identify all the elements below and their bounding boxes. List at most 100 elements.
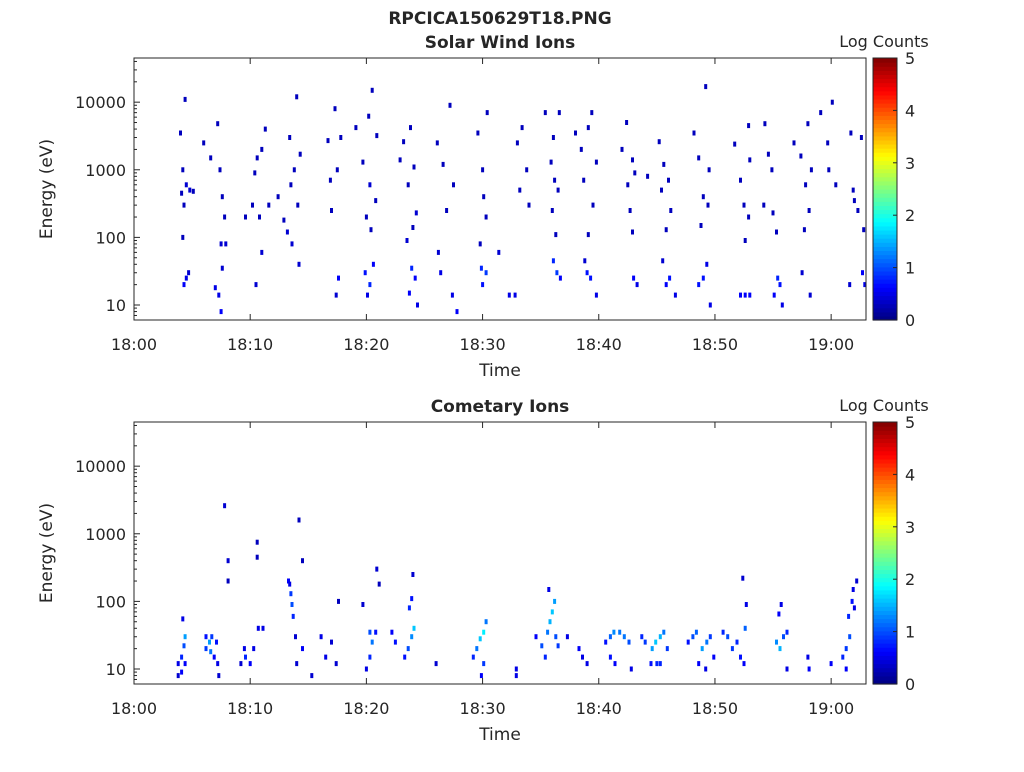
colorbar-segment [873,671,897,677]
colorbar-segment [873,180,897,186]
spectrogram-cell [701,194,705,200]
spectrogram-cell [180,190,184,196]
spectrogram-cell [658,661,662,667]
spectrogram-cell [410,634,414,640]
colorbar-segment [873,442,897,448]
colorbar-segment [873,262,897,268]
colorbar-segment [873,123,897,129]
spectrogram-cell [298,151,302,157]
spectrogram-cell [851,187,855,193]
spectrogram-cell [697,661,701,667]
colorbar-segment [873,503,897,509]
solar-wind-panel: Solar Wind Ions Energy (eV) Time Log Cou… [37,32,929,381]
spectrogram-cell [735,639,739,645]
x-tick-label: 19:00 [808,699,854,718]
spectrogram-cell [852,605,856,611]
spectrogram-cell [374,629,378,635]
spectrogram-cell [294,634,297,640]
spectrogram-cell [216,661,220,667]
colorbar-segment [873,532,897,538]
colorbar-segment [873,606,897,611]
x-tick-label: 18:10 [227,699,273,718]
spectrogram-cell [549,159,553,165]
spectrogram-cell [497,249,501,255]
spectrogram-cell [809,167,813,173]
spectrogram-cell [370,87,374,93]
spectrogram-cell [478,241,482,247]
spectrogram-cell [188,187,192,193]
spectrogram-cell [364,666,368,672]
spectrogram-cell [661,258,665,264]
spectrogram-cell [631,157,634,163]
colorbar-segment [873,234,897,239]
spectrogram-cell [450,292,454,298]
spectrogram-cell [608,634,612,640]
spectrogram-cell [776,275,780,281]
colorbar-segment [873,622,897,628]
spectrogram-cell [594,292,598,298]
spectrogram-cell [861,270,864,276]
spectrogram-cell [848,634,852,640]
spectrogram-cell [475,646,479,652]
x-axis-label: Time [478,361,521,381]
y-tick-label: 1000 [85,525,126,544]
colorbar-segment [873,307,897,313]
colorbar-segment [873,274,897,280]
spectrogram-cell [520,125,524,131]
spectrogram-cell [668,275,672,281]
spectrogram-cell [484,270,488,276]
colorbar-segment [873,655,897,661]
spectrogram-cell [747,123,751,129]
x-tick-label: 18:30 [460,699,506,718]
colorbar-segment [873,184,897,190]
colorbar-segment [873,242,897,247]
spectrogram-cell [707,167,711,173]
colorbar-segment [873,663,897,669]
spectrogram-cell [554,232,558,238]
spectrogram-cell [743,625,747,631]
spectrogram-cell [673,292,677,298]
spectrogram-cell [546,629,550,635]
plot-frame [133,57,867,321]
colorbar-tick-label: 2 [905,570,915,589]
spectrogram-cell [251,202,254,208]
spectrogram-cell [708,302,712,308]
spectrogram-cell [452,182,455,188]
colorbar-segment [873,94,897,100]
spectrogram-cell [627,639,631,645]
spectrogram-cell [849,130,853,136]
colorbar-segment [873,458,897,464]
colorbar-segment [873,610,897,615]
spectrogram-cell [859,135,863,140]
spectrogram-cell [407,290,411,296]
spectrogram-cell [412,164,416,170]
spectrogram-cell [295,661,299,667]
spectrogram-cell [239,661,243,667]
spectrogram-cell [550,208,554,213]
colorbar-tick-label: 1 [905,259,915,278]
spectrogram-cell [739,292,742,298]
colorbar-segment [873,675,897,681]
spectrogram-cell [514,666,518,672]
colorbar-segment [873,499,897,505]
spectrogram-cell [543,654,547,660]
spectrogram-cell [625,120,629,125]
colorbar-segment [873,303,897,309]
colorbar-segment [873,266,897,272]
spectrogram-cell [778,282,782,288]
colorbar-segment [873,168,897,174]
spectrogram-cell [287,578,290,584]
colorbar-segment [873,667,897,673]
spectrogram-cell [390,629,394,635]
colorbar-segment [873,172,897,178]
spectrogram-cell [747,214,751,220]
spectrogram-cell [594,159,598,165]
spectrogram-cell [775,639,778,645]
spectrogram-cell [485,110,489,116]
colorbar-segment [873,98,897,104]
colorbar-segment [873,279,897,284]
spectrogram-cell [368,629,372,635]
spectrogram-cell [361,602,365,607]
spectrogram-cell [484,214,488,220]
spectrogram-cell [455,309,459,315]
